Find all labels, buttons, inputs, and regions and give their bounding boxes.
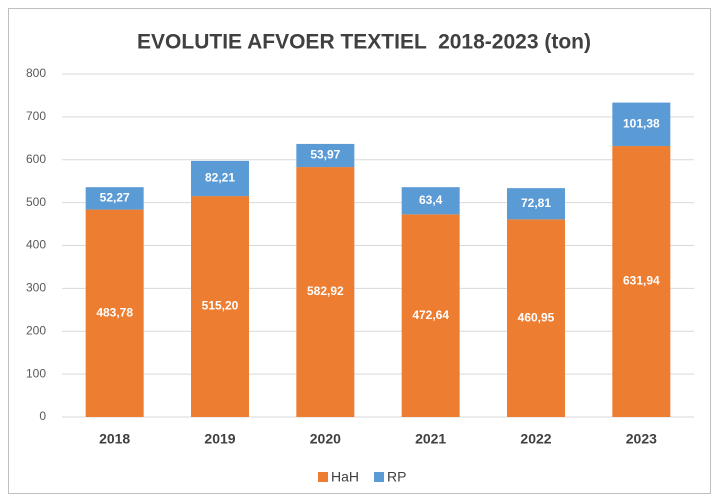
data-label: 52,27 (100, 191, 130, 205)
x-tick-label: 2022 (520, 431, 551, 447)
bar-segment (507, 219, 565, 417)
y-tick-label: 800 (26, 66, 46, 80)
bar-segment (296, 167, 355, 417)
y-tick-label: 500 (26, 195, 46, 209)
chart-title: EVOLUTIE AFVOER TEXTIEL 2018-2023 (ton) (137, 31, 591, 54)
data-label: 53,97 (310, 148, 340, 162)
legend-swatch (374, 472, 385, 482)
bar-segment (612, 146, 671, 417)
bar-segment (401, 187, 460, 215)
x-tick-label: 2020 (310, 431, 341, 447)
y-tick-label: 600 (26, 152, 46, 166)
y-tick-label: 300 (26, 281, 46, 295)
data-label: 515,20 (202, 299, 239, 313)
bar-segment (507, 188, 565, 220)
data-label: 82,21 (205, 171, 235, 185)
bar-segment (296, 143, 355, 168)
data-label: 63,4 (419, 193, 443, 207)
x-tick-label: 2023 (626, 431, 657, 447)
legend-label: HaH (331, 469, 359, 485)
x-tick-label: 2018 (99, 431, 130, 447)
bar-segment (85, 187, 144, 210)
y-tick-label: 0 (39, 409, 46, 423)
y-tick-label: 400 (26, 238, 46, 252)
x-tick-label: 2019 (204, 431, 235, 447)
data-label: 631,94 (623, 274, 660, 288)
data-label: 483,78 (96, 305, 133, 319)
data-label: 460,95 (518, 310, 555, 324)
data-label: 101,38 (623, 116, 660, 130)
bar-segment (191, 160, 249, 197)
legend-label: RP (387, 469, 406, 485)
data-label: 472,64 (412, 308, 449, 322)
x-tick-label: 2021 (415, 431, 446, 447)
bar-segment (191, 196, 249, 417)
bar-segment (612, 102, 671, 147)
bar-segment (401, 214, 460, 417)
y-tick-label: 700 (26, 109, 46, 123)
legend-swatch (318, 472, 328, 482)
bar-segment (85, 209, 144, 417)
data-label: 72,81 (521, 196, 551, 210)
y-tick-label: 200 (26, 323, 46, 337)
y-tick-label: 100 (26, 366, 46, 380)
data-label: 582,92 (307, 284, 344, 298)
